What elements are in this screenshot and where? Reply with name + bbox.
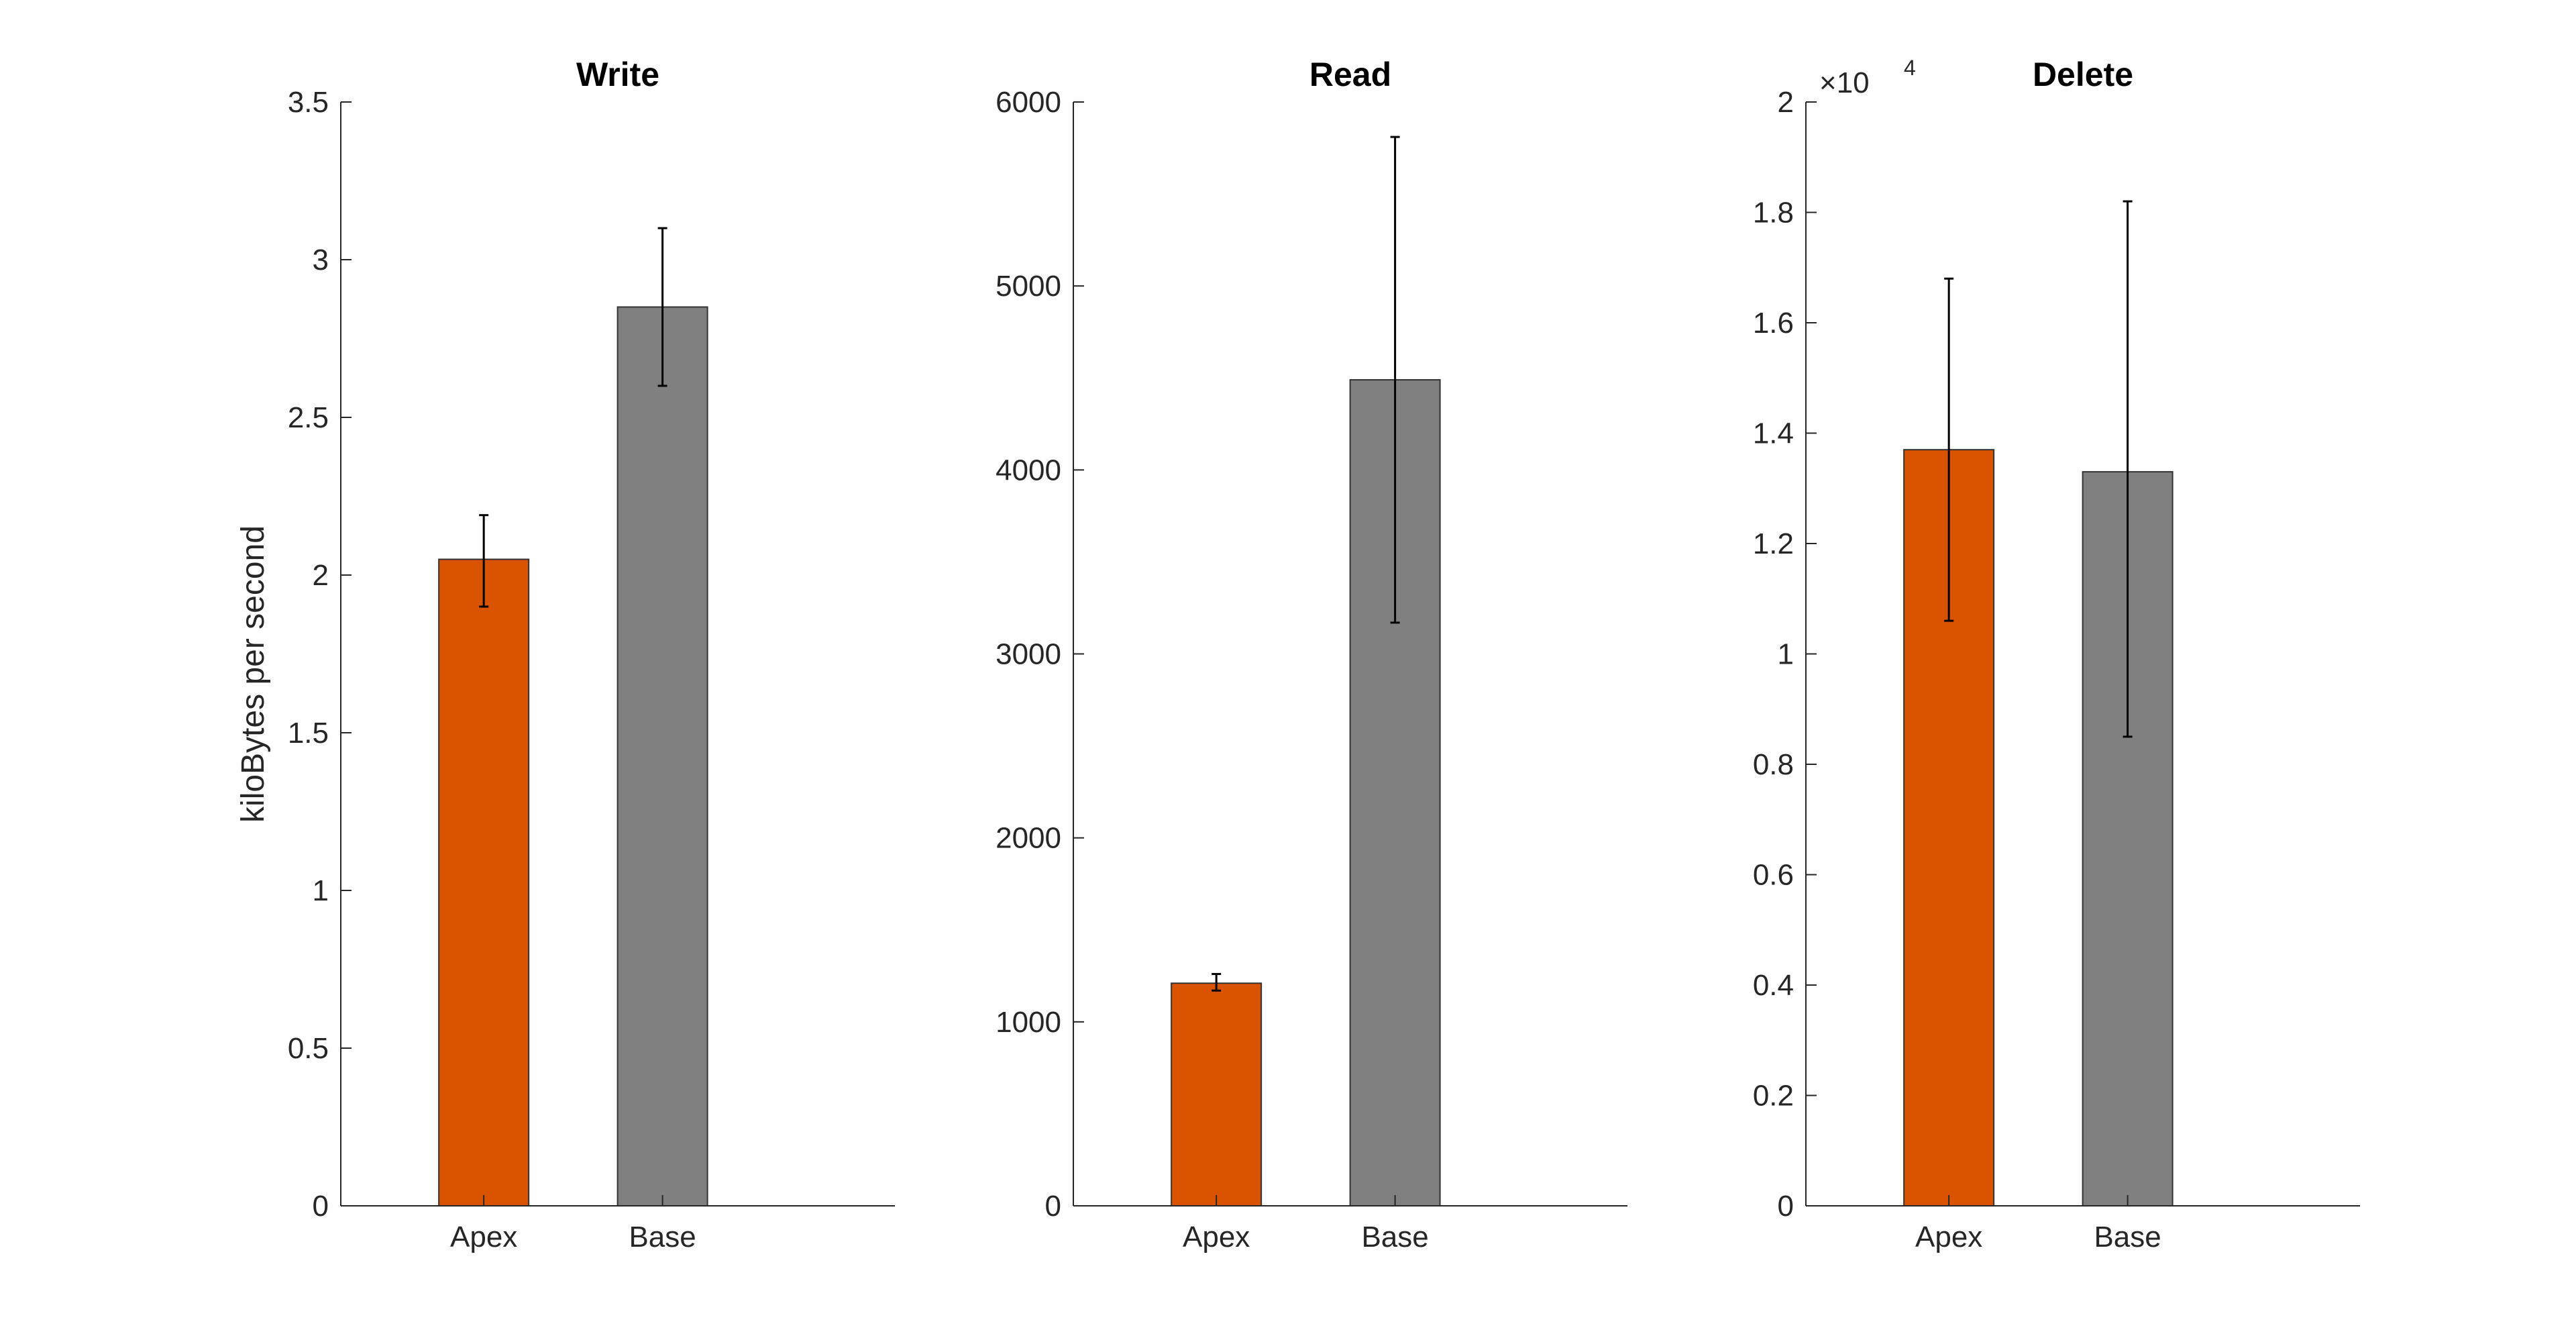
error-bar-base [2123, 200, 2133, 738]
y-tick-label: 3.5 [288, 86, 329, 119]
y-exponent-label: ×10 [1819, 66, 1870, 99]
y-tick-label: 0.5 [288, 1032, 329, 1065]
y-tick-label: 4000 [996, 454, 1061, 486]
y-tick-label: 1.4 [1753, 417, 1794, 450]
y-tick-label: 0.2 [1753, 1080, 1794, 1113]
chart-title: Delete [2033, 56, 2133, 93]
y-tick-label: 0 [313, 1190, 329, 1223]
y-tick-label: 1.6 [1753, 307, 1794, 340]
y-tick-label: 0 [1778, 1190, 1794, 1223]
y-tick-label: 1 [313, 874, 329, 907]
y-tick-label: 0 [1045, 1190, 1061, 1223]
bar-apex [1171, 982, 1263, 1206]
y-tick-label: 2.5 [288, 401, 329, 434]
y-tick-label: 2000 [996, 822, 1061, 855]
y-tick-label: 1.2 [1753, 527, 1794, 560]
chart-read: 0 1000 2000 3000 4000 5000 6000 Apex Base Read [996, 56, 1627, 1253]
bar-apex [438, 558, 530, 1206]
error-bar-apex [479, 514, 489, 608]
x-tick-label: Base [2094, 1221, 2161, 1253]
y-tick-label: 0.6 [1753, 859, 1794, 892]
y-tick-label: 6000 [996, 86, 1061, 119]
y-tick-label: 2 [1778, 86, 1794, 119]
y-exponent-power: 4 [1904, 56, 1916, 80]
y-tick-label: 1.8 [1753, 197, 1794, 229]
x-tick-label: Base [629, 1221, 696, 1253]
bar-base [616, 306, 708, 1206]
x-tick-label: Apex [1915, 1221, 1982, 1253]
y-tick-label: 3 [313, 244, 329, 276]
y-tick-label: 0.4 [1753, 969, 1794, 1002]
y-tick-label: 2 [313, 559, 329, 592]
x-tick-label: Apex [1183, 1221, 1250, 1253]
y-axis-label: kiloBytes per second [235, 525, 271, 823]
y-tick-label: 0.8 [1753, 748, 1794, 781]
chart-write: 0 0.5 1 1.5 2 2.5 3 3.5 Apex Base Write kiloBytes p… [235, 56, 895, 1253]
error-bar-apex [1212, 973, 1222, 992]
error-bar-base [657, 227, 667, 387]
y-tick-label: 1 [1778, 638, 1794, 671]
chart-title: Write [576, 56, 659, 93]
error-bar-apex [1944, 277, 1954, 622]
y-tick-label: 5000 [996, 270, 1061, 303]
y-tick-label: 1.5 [288, 717, 329, 750]
chart-delete: 0 0.2 0.4 0.6 0.8 1 1.2 1.4 1.6 1.8 2 Apex Base Delet… [1753, 56, 2360, 1253]
chart-title: Read [1309, 56, 1391, 93]
y-tick-label: 3000 [996, 638, 1061, 671]
error-bar-base [1390, 136, 1400, 624]
x-tick-label: Base [1361, 1221, 1428, 1253]
y-tick-label: 1000 [996, 1006, 1061, 1039]
x-tick-label: Apex [450, 1221, 517, 1253]
